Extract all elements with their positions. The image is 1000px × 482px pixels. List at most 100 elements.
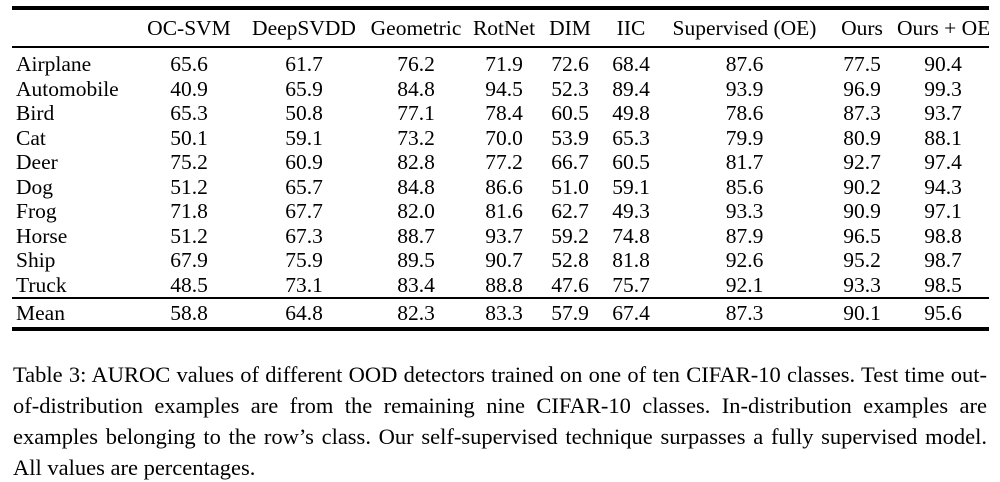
column-header: Geometric xyxy=(364,8,468,48)
column-header: Ours xyxy=(827,8,897,48)
value-cell: 87.3 xyxy=(662,297,827,329)
value-cell: 97.1 xyxy=(924,199,962,223)
table-row: Truck 48.5 73.1 83.4 88.8 47.6 75.7 92.1 93.3 98.… xyxy=(12,273,989,299)
value-cell: 93.7 xyxy=(924,101,962,125)
value-cell: 73.1 xyxy=(285,272,323,297)
table-row: Frog 71.8 67.7 82.0 81.6 62.7 49.3 93.3 90.9 97.1 xyxy=(12,199,989,224)
table-caption: Table 3: AUROC values of different OOD d… xyxy=(13,362,987,480)
value-cell: 89.4 xyxy=(612,76,650,101)
column-header: Supervised (OE) xyxy=(662,8,827,48)
value-cell: 65.9 xyxy=(285,76,323,101)
value-cell: 77.2 xyxy=(485,150,523,174)
value-cell: 96.9 xyxy=(843,76,881,101)
value-cell: 85.6 xyxy=(725,174,764,199)
value-cell: 50.8 xyxy=(285,101,323,125)
value-cell: 90.7 xyxy=(485,248,523,272)
value-cell: 88.1 xyxy=(924,125,962,150)
table-row: Deer 75.2 60.9 82.8 77.2 66.7 60.5 81.7 92.7 97.4 xyxy=(12,150,989,175)
mean-row: Mean 58.8 64.8 82.3 83.3 57.9 67.4 87.3 90.1 95.6 xyxy=(12,297,989,329)
value-cell: 59.1 xyxy=(285,125,323,150)
value-cell: 77.5 xyxy=(843,52,881,76)
value-cell: 75.2 xyxy=(170,150,208,174)
value-cell: 98.8 xyxy=(924,223,962,248)
row-label: Ship xyxy=(16,248,56,272)
value-cell: 94.3 xyxy=(924,174,962,199)
value-cell: 82.0 xyxy=(397,199,435,223)
row-label: Cat xyxy=(16,125,46,150)
value-cell: 51.2 xyxy=(170,174,208,199)
value-cell: 67.3 xyxy=(285,223,323,248)
value-cell: 73.2 xyxy=(397,125,435,150)
value-cell: 65.3 xyxy=(612,125,650,150)
row-label: Deer xyxy=(16,150,58,174)
row-label: Automobile xyxy=(16,76,119,101)
value-cell: 62.7 xyxy=(551,199,589,223)
value-cell: 49.8 xyxy=(612,101,650,125)
table-row: Airplane 65.6 61.7 76.2 71.9 72.6 68.4 87.6 77.5… xyxy=(12,47,989,77)
value-cell: 90.2 xyxy=(843,174,881,199)
row-label-column-header xyxy=(12,8,134,48)
column-header: RotNet xyxy=(468,8,540,48)
value-cell: 75.9 xyxy=(285,248,323,272)
value-cell: 71.9 xyxy=(485,52,523,76)
value-cell: 88.7 xyxy=(397,223,435,248)
value-cell: 96.5 xyxy=(843,223,881,248)
value-cell: 87.9 xyxy=(725,223,764,248)
value-cell: 51.0 xyxy=(551,174,589,199)
value-cell: 72.6 xyxy=(551,52,589,76)
value-cell: 52.8 xyxy=(551,248,589,272)
value-cell: 61.7 xyxy=(285,52,323,76)
value-cell: 92.7 xyxy=(843,150,881,174)
row-label: Dog xyxy=(16,174,54,199)
value-cell: 80.9 xyxy=(843,125,881,150)
value-cell: 83.4 xyxy=(397,272,435,297)
value-cell: 58.8 xyxy=(134,297,244,329)
value-cell: 78.6 xyxy=(725,101,764,125)
auroc-results-table: OC-SVM DeepSVDD Geometric RotNet DIM IIC Super… xyxy=(12,6,989,331)
value-cell: 74.8 xyxy=(612,223,650,248)
table-row: Automobile 40.9 65.9 84.8 94.5 52.3 89.4 93.9 96… xyxy=(12,77,989,102)
value-cell: 93.7 xyxy=(485,223,523,248)
value-cell: 84.8 xyxy=(397,174,435,199)
value-cell: 53.9 xyxy=(551,125,589,150)
value-cell: 48.5 xyxy=(170,272,208,297)
value-cell: 81.8 xyxy=(612,248,650,272)
value-cell: 97.4 xyxy=(924,150,962,174)
value-cell: 83.3 xyxy=(468,297,540,329)
value-cell: 65.7 xyxy=(285,174,323,199)
value-cell: 90.9 xyxy=(843,199,881,223)
value-cell: 66.7 xyxy=(551,150,589,174)
value-cell: 93.9 xyxy=(725,76,764,101)
value-cell: 90.1 xyxy=(827,297,897,329)
value-cell: 52.3 xyxy=(551,76,589,101)
value-cell: 98.7 xyxy=(924,248,962,272)
value-cell: 60.5 xyxy=(612,150,650,174)
value-cell: 47.6 xyxy=(551,272,589,297)
value-cell: 75.7 xyxy=(612,272,650,297)
table-row: Cat 50.1 59.1 73.2 70.0 53.9 65.3 79.9 80.9 88.1 xyxy=(12,126,989,151)
row-label: Horse xyxy=(16,223,68,248)
value-cell: 60.5 xyxy=(551,101,589,125)
value-cell: 40.9 xyxy=(170,76,208,101)
value-cell: 71.8 xyxy=(170,199,208,223)
row-label: Bird xyxy=(16,101,55,125)
value-cell: 59.2 xyxy=(551,223,589,248)
value-cell: 92.1 xyxy=(725,272,764,297)
value-cell: 64.8 xyxy=(244,297,364,329)
table-row: Horse 51.2 67.3 88.7 93.7 59.2 74.8 87.9 96.5 98.… xyxy=(12,224,989,249)
value-cell: 95.6 xyxy=(897,297,989,329)
value-cell: 88.8 xyxy=(485,272,523,297)
value-cell: 81.7 xyxy=(725,150,764,174)
value-cell: 49.3 xyxy=(612,199,650,223)
value-cell: 87.6 xyxy=(725,52,764,76)
column-header: IIC xyxy=(600,8,662,48)
value-cell: 84.8 xyxy=(397,76,435,101)
value-cell: 82.8 xyxy=(397,150,435,174)
value-cell: 67.9 xyxy=(170,248,208,272)
value-cell: 99.3 xyxy=(924,76,962,101)
value-cell: 65.3 xyxy=(170,101,208,125)
value-cell: 70.0 xyxy=(485,125,523,150)
value-cell: 51.2 xyxy=(170,223,208,248)
value-cell: 65.6 xyxy=(170,52,208,76)
